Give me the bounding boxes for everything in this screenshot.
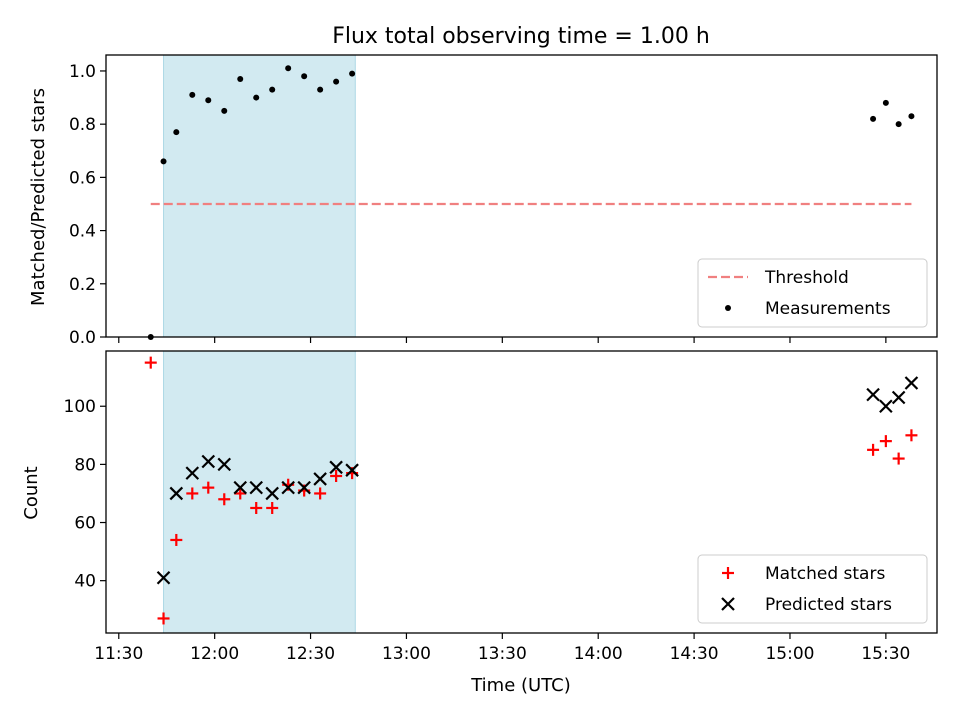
predicted-star-point <box>233 480 248 495</box>
top-y-axis-label: Matched/Predicted stars <box>28 88 49 306</box>
matched-star-point <box>144 356 157 369</box>
top-y-tick-label: 0.6 <box>69 168 96 188</box>
top-point-0-4 <box>205 97 212 104</box>
x-tick-label: 14:00 <box>574 644 623 664</box>
bottom-axes-frame <box>105 350 938 634</box>
predicted-star-point <box>217 457 232 472</box>
matched-star-point <box>234 487 247 500</box>
top-point-0-8 <box>269 86 276 93</box>
x-tick-label: 12:00 <box>190 644 239 664</box>
top-point-0-11 <box>317 86 324 93</box>
top-legend-box <box>697 258 928 328</box>
bottom-y-tick-label: 80 <box>74 455 96 475</box>
top-point-0-15 <box>882 99 889 106</box>
predicted-star-point <box>201 454 216 469</box>
x-tick-label: 14:30 <box>670 644 719 664</box>
top-point-0-16 <box>895 121 902 128</box>
bottom-legend-box <box>697 554 928 624</box>
predicted-star-point <box>249 480 263 495</box>
predicted-star-point <box>281 480 295 495</box>
top-point-0-9 <box>285 65 292 72</box>
matched-star-point <box>905 429 918 442</box>
legend-label: Threshold <box>764 268 849 288</box>
top-point-0-7 <box>253 94 260 101</box>
bottom-y-axis-label: Count <box>21 466 42 519</box>
top-point-0-13 <box>349 70 356 77</box>
legend-measurements-swatch <box>725 305 731 311</box>
top-y-tick-label: 0.2 <box>69 275 96 295</box>
matched-star-point <box>314 487 327 500</box>
top-shaded-interval <box>163 54 356 338</box>
legend-label: Predicted stars <box>765 595 892 615</box>
legend-predicted-swatch <box>721 597 735 611</box>
top-point-0-6 <box>237 75 244 82</box>
predicted-star-point <box>866 387 880 402</box>
predicted-star-point <box>879 399 893 414</box>
bottom-y-tick-label: 40 <box>74 572 96 592</box>
matched-star-point <box>157 612 170 625</box>
legend-matched-swatch <box>722 567 734 579</box>
predicted-star-point <box>313 472 327 486</box>
top-panel: 0.0 0.2 0.4 0.6 0.8 1.0 Threshold Measurements <box>69 54 938 348</box>
matched-star-point <box>879 435 892 448</box>
matched-star-point <box>202 481 215 494</box>
top-y-tick-label: 0.8 <box>69 115 96 135</box>
bottom-y-tick-label: 60 <box>74 514 96 534</box>
legend-label: Measurements <box>765 299 891 319</box>
predicted-star-point <box>329 460 343 475</box>
top-axes-frame <box>105 54 938 338</box>
matched-star-point <box>170 533 183 546</box>
top-point-0-3 <box>189 91 196 98</box>
predicted-star-point <box>185 466 200 480</box>
predicted-star-point <box>891 390 906 405</box>
bottom-legend: Matched stars Predicted stars <box>697 554 928 624</box>
legend-label: Matched stars <box>765 564 885 584</box>
predicted-star-point <box>265 486 279 501</box>
bottom-panel: 40 60 80 100 11:30 12:00 12:30 13:00 13:30 14:00 1… <box>64 350 938 664</box>
top-legend: Threshold Measurements <box>697 258 928 328</box>
top-point-0-1 <box>160 158 167 165</box>
top-y-tick-label: 0.4 <box>69 222 96 242</box>
predicted-star-point <box>904 376 919 390</box>
top-point-0-2 <box>173 129 180 136</box>
x-tick-label: 13:00 <box>382 644 431 664</box>
bottom-y-tick-label: 100 <box>64 397 96 417</box>
x-tick-label: 11:30 <box>94 644 143 664</box>
matched-star-point <box>330 470 343 483</box>
top-point-0-14 <box>870 115 877 122</box>
top-point-0-5 <box>221 107 228 114</box>
matched-star-point <box>218 493 231 506</box>
x-axis-label: Time (UTC) <box>470 675 571 696</box>
matched-star-point <box>250 501 263 514</box>
top-point-0-10 <box>301 73 308 80</box>
top-y-tick-label: 0.0 <box>69 328 96 348</box>
top-y-tick-label: 1.0 <box>69 62 96 82</box>
predicted-star-point <box>297 480 311 495</box>
x-tick-label: 15:00 <box>765 644 814 664</box>
top-point-0-17 <box>908 113 915 120</box>
matched-star-point <box>266 501 279 514</box>
predicted-star-point <box>156 570 171 585</box>
x-tick-label: 13:30 <box>478 644 527 664</box>
matched-star-point <box>867 443 880 456</box>
predicted-star-point <box>345 463 359 477</box>
matched-star-point <box>186 487 199 500</box>
predicted-star-point <box>169 486 184 501</box>
top-point-0-12 <box>333 78 340 85</box>
chart-title: Flux total observing time = 1.00 h <box>332 24 710 49</box>
matched-star-point <box>892 452 905 465</box>
x-tick-label: 15:30 <box>861 644 910 664</box>
x-tick-label: 12:30 <box>286 644 335 664</box>
